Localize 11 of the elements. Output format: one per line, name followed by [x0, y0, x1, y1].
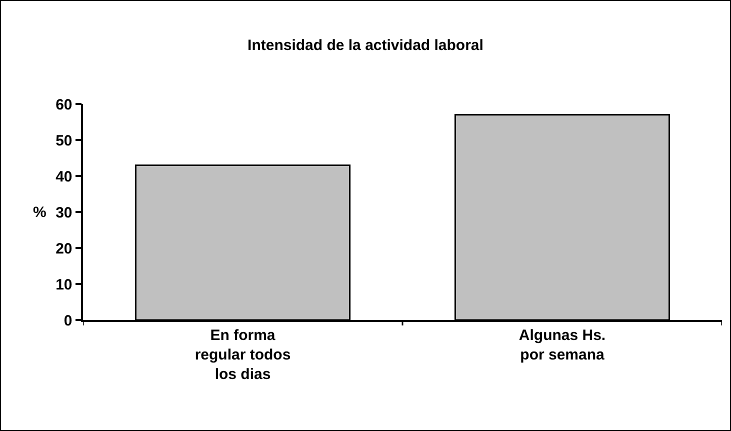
chart-title: Intensidad de la actividad laboral — [248, 37, 484, 54]
y-tick-label: 30 — [56, 204, 72, 222]
y-tick-label: 20 — [56, 240, 72, 258]
y-tick-label: 40 — [56, 168, 72, 186]
y-tick-label: 60 — [56, 96, 72, 114]
x-tick-label: Algunas Hs. por semana — [518, 326, 606, 364]
y-axis-title: % — [33, 204, 46, 221]
y-tick-label: 50 — [56, 132, 72, 150]
x-tick-label: En forma regular todos los dias — [194, 326, 291, 383]
y-tick-label: 0 — [64, 312, 72, 330]
y-tick-label: 10 — [56, 276, 72, 294]
